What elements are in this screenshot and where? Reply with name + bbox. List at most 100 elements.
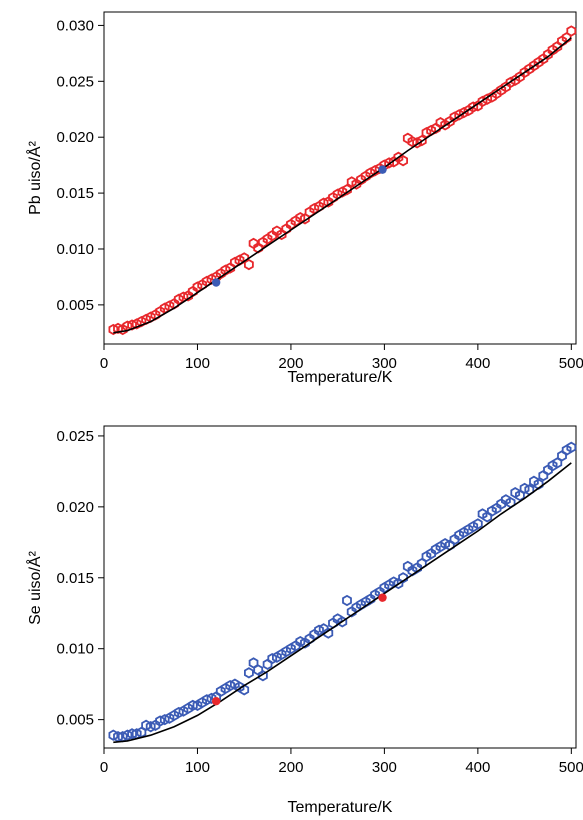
top-measured-point xyxy=(388,156,399,168)
top-y-tick-label-2: 0.015 xyxy=(56,185,94,202)
top-y-tick-label-0: 0.005 xyxy=(56,297,94,314)
bottom-measured-point xyxy=(346,606,357,618)
x-axis-label-bottom: Temperature/K xyxy=(288,799,393,816)
bottom-measured-point xyxy=(309,628,320,641)
bottom-measured-point xyxy=(257,670,268,682)
top-measured-point xyxy=(496,84,507,96)
bottom-x-tick-label-1: 100 xyxy=(185,759,210,776)
top-measured-point xyxy=(449,111,460,123)
top-measured-point xyxy=(220,264,231,276)
top-fit-line xyxy=(113,37,572,334)
top-measured-point xyxy=(398,155,409,167)
bottom-measured-point xyxy=(486,505,497,517)
bottom-measured-point xyxy=(183,702,194,714)
top-measured-point xyxy=(454,109,465,121)
bottom-measured-point xyxy=(398,572,409,584)
bottom-measured-point xyxy=(159,713,170,726)
bottom-measured-point xyxy=(458,526,469,539)
top-measured-point xyxy=(337,186,348,198)
top-measured-point xyxy=(257,236,268,248)
top-reference-point xyxy=(378,165,387,174)
top-measured-point xyxy=(136,315,147,328)
bottom-measured-point xyxy=(271,651,282,663)
bottom-measured-point xyxy=(281,645,292,658)
bottom-measured-point xyxy=(449,533,460,546)
bottom-measured-point xyxy=(220,682,231,695)
top-x-tick-label-2: 200 xyxy=(278,355,303,372)
bottom-measured-point xyxy=(468,521,479,533)
top-x-tick-label-4: 400 xyxy=(465,355,490,372)
chart-top: 0 100 200 300 400 500 0.005 0.010 0.015 0.020 0.02… xyxy=(25,11,583,386)
top-measured-point xyxy=(547,44,558,56)
bottom-x-tick-label-5: 500 xyxy=(559,759,583,776)
top-measured-point xyxy=(515,71,525,83)
top-measured-point xyxy=(267,229,278,242)
bottom-measured-point xyxy=(206,692,217,705)
plot-frame-bottom xyxy=(103,425,577,749)
top-y-tick-label-1: 0.010 xyxy=(56,241,94,258)
bottom-measured-point xyxy=(178,705,189,717)
bottom-measured-point xyxy=(276,648,287,661)
bottom-measured-point xyxy=(421,550,432,563)
bottom-measured-point xyxy=(543,464,553,476)
bottom-measured-point xyxy=(215,685,226,697)
top-reference-point xyxy=(211,278,221,287)
bottom-x-tick-label-0: 0 xyxy=(100,759,108,776)
top-x-tick-label-3: 300 xyxy=(372,355,397,372)
bottom-measured-point xyxy=(430,543,441,556)
bottom-measured-point xyxy=(547,460,558,472)
bottom-measured-point xyxy=(342,594,352,607)
bottom-measured-point xyxy=(225,679,236,692)
bottom-measured-point xyxy=(426,548,437,560)
top-measured-point xyxy=(215,267,226,280)
top-measured-point xyxy=(342,184,352,196)
bottom-x-tick-label-2: 200 xyxy=(278,759,303,776)
bottom-measured-point xyxy=(561,444,572,456)
bottom-measured-point xyxy=(155,715,166,727)
bottom-measured-point xyxy=(127,728,137,740)
bottom-x-tick-label-4: 400 xyxy=(465,759,490,776)
bottom-measured-point xyxy=(566,441,577,453)
top-measured-point xyxy=(351,178,362,190)
top-measured-point xyxy=(477,95,488,108)
bottom-measured-point xyxy=(201,694,212,706)
bottom-measured-point xyxy=(197,696,208,709)
bottom-y-tick-label-2: 0.015 xyxy=(56,570,94,587)
bottom-measured-point xyxy=(150,719,161,731)
bottom-measured-point xyxy=(323,627,334,639)
bottom-chart-ticks: 0 100 200 300 400 500 0.005 0.010 0.015 0.020 0.02… xyxy=(56,428,583,776)
top-x-tick-label-0: 0 xyxy=(100,355,108,372)
bottom-measured-point xyxy=(496,498,507,510)
bottom-measured-point xyxy=(192,699,203,712)
top-measured-point xyxy=(360,170,371,182)
top-measured-point xyxy=(491,87,502,100)
top-measured-point xyxy=(505,76,516,89)
top-measured-point xyxy=(482,93,493,105)
bottom-measured-point xyxy=(243,667,254,679)
chart-bottom: 0 100 200 300 400 500 0.005 0.010 0.015 0.020 0.02… xyxy=(25,425,583,816)
top-measured-point xyxy=(192,281,203,293)
top-measured-point xyxy=(173,293,184,305)
top-measured-point xyxy=(472,100,483,112)
bottom-y-tick-label-0: 0.005 xyxy=(56,712,94,729)
bottom-reference-point xyxy=(378,593,387,602)
top-x-tick-label-1: 100 xyxy=(185,355,210,372)
top-measured-point xyxy=(290,215,301,227)
bottom-fit-line xyxy=(113,462,572,744)
x-axis-label-top: Temperature/K xyxy=(288,369,393,386)
bottom-measured-point xyxy=(314,624,324,636)
top-measured-point xyxy=(108,323,119,336)
bottom-measured-point xyxy=(365,593,376,605)
bottom-y-tick-label-3: 0.020 xyxy=(56,499,94,516)
top-measured-point xyxy=(412,137,423,149)
y-axis-label-bottom: Se uiso/Å² xyxy=(25,550,44,624)
bottom-measured-point xyxy=(267,652,278,665)
bottom-measured-point xyxy=(169,709,180,722)
top-measured-point xyxy=(486,91,497,103)
top-measured-point xyxy=(183,290,194,302)
bottom-measured-point xyxy=(122,729,133,741)
bottom-measured-point xyxy=(187,699,198,712)
top-measured-point xyxy=(309,203,320,215)
bottom-measured-point xyxy=(379,582,390,594)
